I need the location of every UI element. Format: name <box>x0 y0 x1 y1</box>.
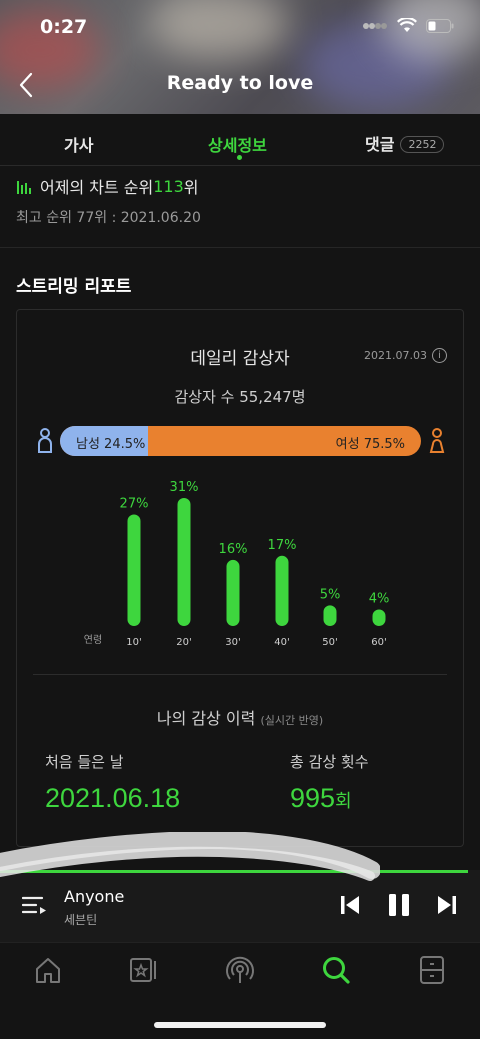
total-plays-value: 995회 <box>290 783 352 814</box>
age-bar-value-label: 27% <box>120 497 149 512</box>
age-bar-value-label: 4% <box>369 591 390 606</box>
library-icon[interactable] <box>129 955 159 985</box>
tab-details[interactable]: 상세정보 <box>208 136 267 155</box>
comment-count-badge: 2252 <box>400 136 445 153</box>
chart-rank-prefix: 어제의 차트 순위 <box>40 178 154 197</box>
artist-name[interactable]: 세븐틴 <box>64 913 98 927</box>
song-title[interactable]: Anyone <box>64 887 125 906</box>
cellular-signal-icon <box>363 22 387 29</box>
female-person-icon <box>429 428 445 453</box>
playlist-icon[interactable] <box>22 894 48 918</box>
age-bar-3 <box>275 555 289 626</box>
daily-listeners-card: 데일리 감상자 2021.07.03 i 감상자 수 55,247명 남성 24… <box>16 309 464 847</box>
chart-rank: 어제의 차트 순위 113 위 <box>16 174 199 198</box>
wifi-icon <box>397 18 417 32</box>
album-art-blur <box>150 0 290 60</box>
age-category-label: 30' <box>225 637 240 648</box>
report-date: 2021.07.03 <box>364 349 427 362</box>
status-bar: 0:27 <box>0 0 480 58</box>
locker-icon[interactable] <box>417 955 447 985</box>
chart-rank-number: 113 <box>153 176 184 196</box>
age-category-label: 20' <box>176 637 191 648</box>
previous-track-icon[interactable] <box>339 892 361 918</box>
total-plays-unit: 회 <box>335 791 352 811</box>
best-rank: 최고 순위 77위 : 2021.06.20 <box>16 210 201 226</box>
history-title: 나의 감상 이력 (실시간 반영) <box>17 705 463 729</box>
age-bar-1 <box>177 498 191 626</box>
age-bar-value-label: 16% <box>219 542 248 557</box>
card-date: 2021.07.03 i <box>364 348 447 363</box>
info-icon[interactable]: i <box>432 348 447 363</box>
page-title: Ready to love <box>166 72 314 94</box>
back-arrow-icon[interactable] <box>14 70 40 100</box>
age-bar-5 <box>372 609 386 626</box>
tab-bar: 가사 상세정보 댓글 2252 <box>0 114 480 166</box>
chart-rank-suffix: 위 <box>183 178 199 197</box>
status-time: 0:27 <box>40 16 88 38</box>
home-indicator <box>154 1022 326 1028</box>
scribble-overlay <box>0 832 380 881</box>
age-distribution-chart: 연령 27% 10' 31% 20' 16% 30' 17% 40' 5% 50' 4% 60' <box>84 480 390 648</box>
active-tab-indicator <box>237 155 242 160</box>
album-art-blur <box>0 10 100 90</box>
card-title: 데일리 감상자 <box>190 349 290 369</box>
total-plays-number: 995 <box>290 783 336 813</box>
tab-lyrics[interactable]: 가사 <box>64 136 94 155</box>
gender-ratio-bar: 남성 24.5% 여성 75.5% <box>60 426 421 456</box>
age-category-label: 50' <box>322 637 337 648</box>
chart-bars-icon <box>17 181 31 194</box>
next-track-icon[interactable] <box>436 892 458 918</box>
mini-player[interactable]: Anyone 세븐틴 <box>0 870 480 942</box>
divider <box>0 247 480 248</box>
playback-progress-bar[interactable] <box>0 870 468 873</box>
home-icon[interactable] <box>33 955 63 985</box>
status-icons <box>362 18 454 33</box>
radio-icon[interactable] <box>225 955 255 985</box>
first-listen-date: 2021.06.18 <box>45 783 181 813</box>
battery-icon <box>426 18 454 33</box>
male-ratio-fill <box>60 426 149 456</box>
age-bar-value-label: 17% <box>268 538 297 553</box>
age-bar-4 <box>323 605 337 626</box>
age-category-label: 60' <box>371 637 386 648</box>
age-bar-2 <box>226 559 240 626</box>
total-plays-label: 총 감상 횟수 <box>290 753 369 771</box>
pause-icon[interactable] <box>386 892 412 918</box>
age-category-label: 40' <box>274 637 289 648</box>
history-title-text: 나의 감상 이력 <box>156 709 256 728</box>
first-listen-label: 처음 들은 날 <box>45 753 124 771</box>
age-category-label: 10' <box>126 637 141 648</box>
tab-comments-label: 댓글 <box>365 135 395 154</box>
listener-count: 감상자 수 55,247명 <box>174 388 306 406</box>
age-bar-value-label: 31% <box>170 480 199 495</box>
header: 0:27 Ready to love <box>0 0 480 114</box>
male-ratio-label: 남성 24.5% <box>76 437 146 452</box>
section-title: 스트리밍 리포트 <box>16 277 132 297</box>
age-bar-value-label: 5% <box>320 587 341 602</box>
search-icon[interactable] <box>321 955 351 985</box>
age-axis-label: 연령 <box>84 634 102 646</box>
female-ratio-label: 여성 75.5% <box>335 437 405 452</box>
history-note: (실시간 반영) <box>260 714 324 727</box>
tab-comments[interactable]: 댓글 2252 <box>365 131 445 155</box>
age-bar-0 <box>127 514 141 626</box>
card-divider <box>33 674 447 675</box>
male-person-icon <box>38 428 52 453</box>
